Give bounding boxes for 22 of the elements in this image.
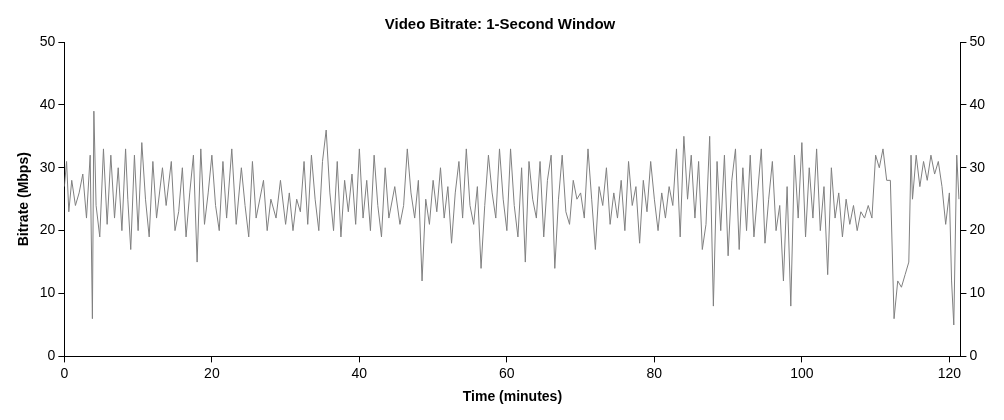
chart-title: Video Bitrate: 1-Second Window [384, 15, 616, 33]
y2-tick-label: 40 [969, 95, 986, 112]
y-tick-label: 40 [39, 95, 56, 112]
y2-tick-label: 0 [969, 347, 978, 364]
x-tick-label: 40 [351, 364, 368, 381]
y-tick-label: 50 [39, 32, 56, 49]
y2-tick-label: 10 [969, 284, 986, 301]
x-tick-label: 60 [499, 364, 515, 381]
y-tick-label: 10 [39, 284, 56, 301]
x-tick-label: 0 [60, 364, 69, 381]
x-tick-label: 120 [937, 364, 962, 381]
y2-tick-label: 20 [969, 221, 986, 238]
y2-tick-label: 30 [969, 158, 986, 175]
y-axis-title: Bitrate (Mbps) [15, 152, 32, 247]
y-tick-label: 30 [39, 158, 56, 175]
y2-tick-label: 50 [969, 32, 986, 49]
x-tick-label: 100 [790, 364, 814, 381]
y-tick-label: 0 [47, 347, 56, 364]
x-tick-label: 20 [204, 364, 220, 381]
y-tick-label: 20 [39, 221, 56, 238]
x-axis-title: Time (minutes) [462, 388, 563, 405]
x-tick-label: 80 [646, 364, 663, 381]
